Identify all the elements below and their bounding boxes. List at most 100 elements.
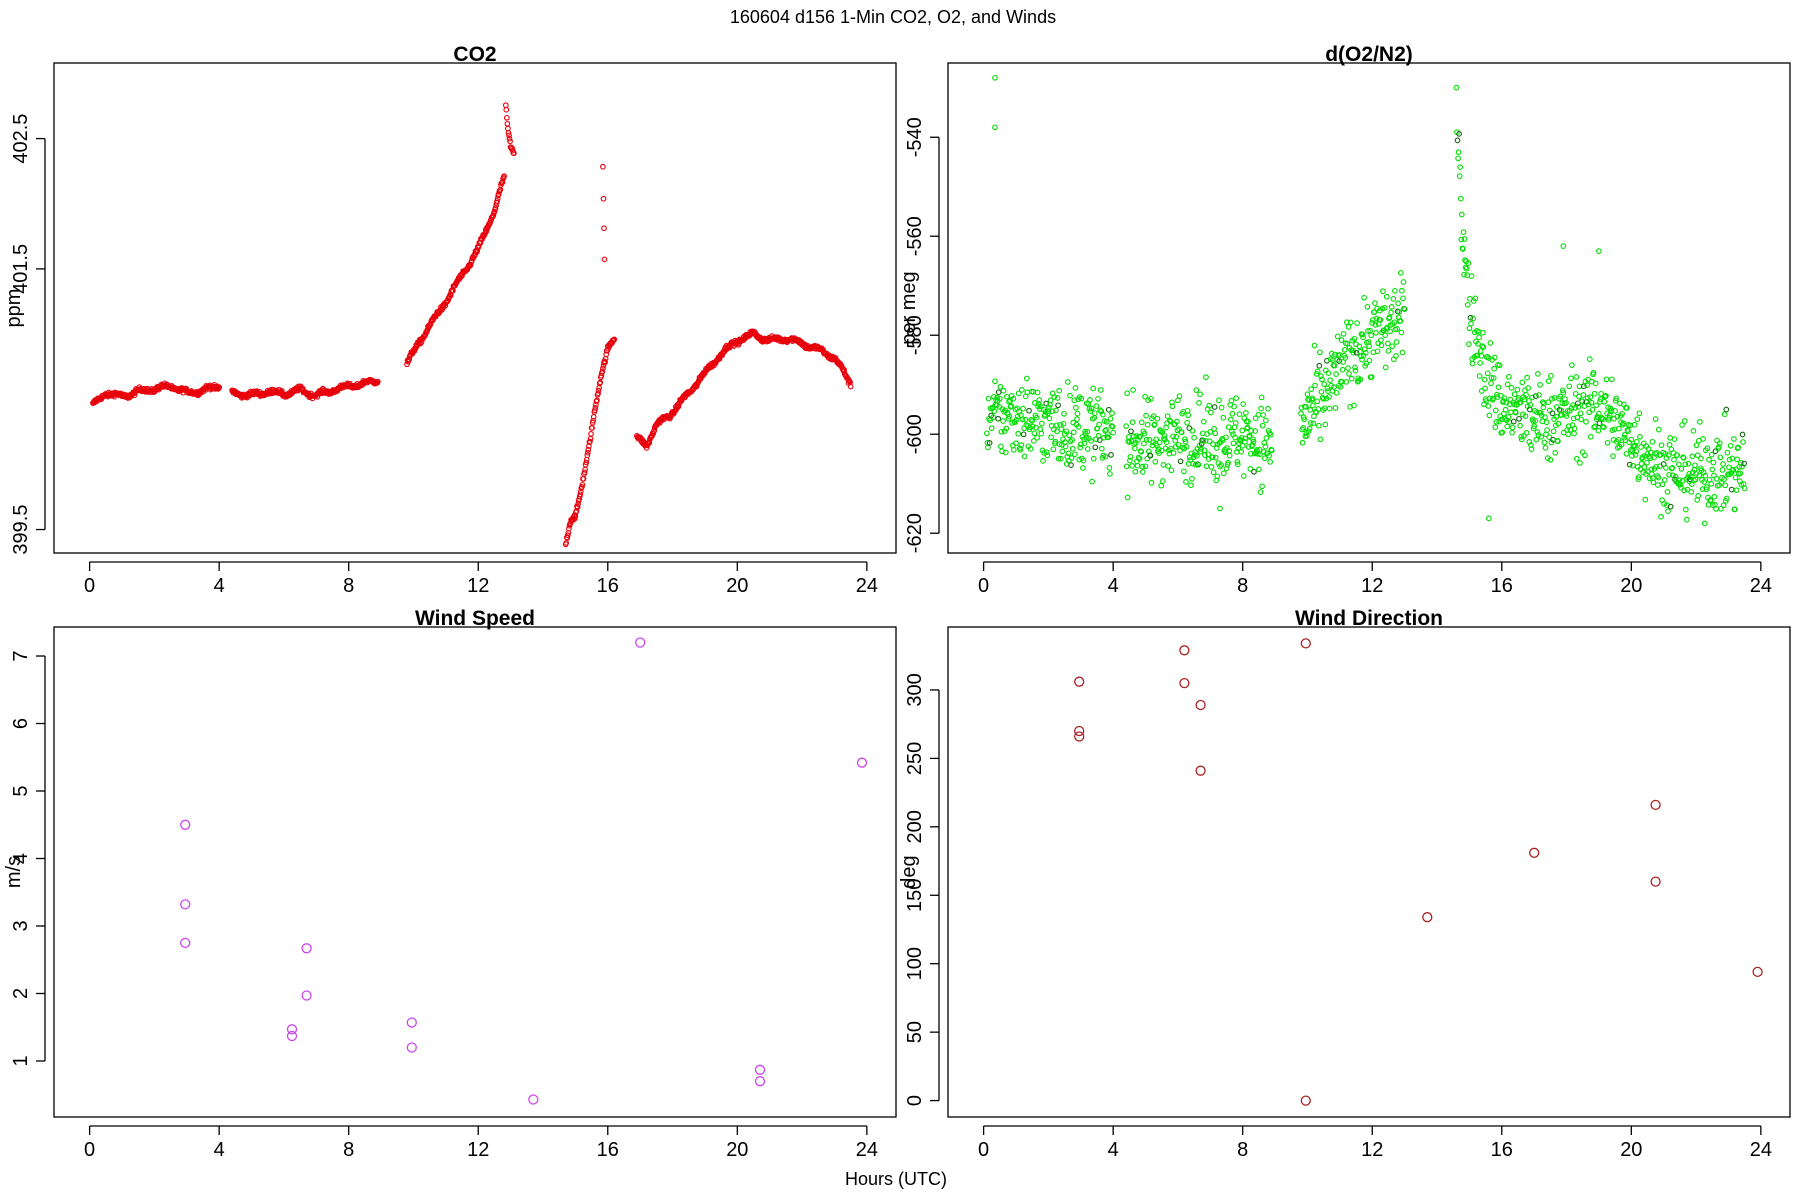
data-point	[1724, 449, 1731, 456]
data-point	[1029, 423, 1036, 430]
data-point	[1301, 416, 1308, 423]
data-point	[1702, 472, 1709, 479]
x-tick-label: 20	[726, 1139, 748, 1161]
data-point	[1248, 427, 1255, 434]
data-point	[1338, 337, 1345, 343]
data-point	[1492, 424, 1499, 431]
data-point	[1026, 407, 1032, 414]
data-point	[589, 425, 595, 431]
data-point	[1722, 482, 1729, 489]
data-point	[1008, 392, 1015, 399]
data-point	[1541, 439, 1548, 446]
data-point	[1661, 501, 1668, 507]
data-point	[1741, 485, 1748, 492]
data-point	[1198, 446, 1204, 452]
data-point	[1575, 404, 1582, 410]
data-point	[1358, 353, 1364, 360]
data-point	[1509, 424, 1516, 431]
data-point	[1097, 387, 1104, 393]
data-point	[1492, 407, 1499, 414]
data-point	[1732, 506, 1738, 513]
data-point	[1740, 439, 1746, 445]
data-point	[1568, 405, 1575, 411]
data-point	[286, 1030, 298, 1042]
data-point	[1704, 484, 1710, 490]
data-point	[1665, 452, 1672, 458]
data-point	[1499, 429, 1506, 436]
data-point	[1036, 397, 1043, 403]
data-point	[1550, 428, 1557, 435]
data-point	[1362, 350, 1369, 356]
data-point	[1152, 458, 1159, 465]
data-point	[1183, 444, 1190, 450]
data-point	[1070, 429, 1077, 436]
data-point	[1394, 326, 1400, 332]
data-point	[1700, 436, 1706, 442]
data-point	[585, 446, 592, 453]
data-point	[1068, 462, 1074, 468]
data-point	[1091, 410, 1098, 416]
data-point	[1350, 349, 1357, 356]
data-point	[574, 504, 581, 511]
data-point	[1603, 392, 1609, 399]
data-point	[1383, 325, 1390, 332]
data-point	[1536, 392, 1542, 398]
data-point	[1139, 463, 1146, 470]
data-point	[1023, 375, 1030, 382]
data-point	[301, 990, 312, 1001]
data-point	[1195, 765, 1206, 776]
data-point	[1081, 440, 1088, 447]
data-point	[1138, 448, 1145, 455]
data-point	[1468, 273, 1475, 279]
data-point	[1344, 319, 1350, 326]
data-point	[1671, 456, 1677, 463]
y-tick-label: -580	[904, 315, 926, 355]
data-point	[1591, 424, 1597, 431]
data-point	[1225, 459, 1231, 466]
data-point	[1568, 375, 1574, 382]
data-point	[1399, 349, 1406, 356]
data-point	[1625, 428, 1631, 434]
data-point	[1365, 328, 1371, 334]
data-point	[1156, 439, 1163, 446]
data-point	[1539, 399, 1546, 405]
y-tick-label: 150	[904, 879, 926, 912]
data-point	[1178, 429, 1185, 436]
data-point	[1566, 383, 1573, 390]
data-point	[1267, 459, 1274, 465]
data-point	[1232, 434, 1238, 441]
data-point	[1580, 383, 1587, 390]
data-point	[1661, 477, 1668, 483]
data-point	[1307, 420, 1314, 426]
x-tick-label: 24	[856, 1139, 878, 1161]
data-point	[1577, 410, 1584, 417]
data-point	[1516, 415, 1522, 422]
co2-plot-frame	[53, 62, 897, 554]
data-point	[1327, 377, 1333, 384]
data-point	[1027, 446, 1034, 452]
data-point	[599, 368, 606, 375]
data-point	[601, 225, 607, 232]
data-point	[1720, 502, 1727, 509]
data-point	[1526, 439, 1533, 445]
data-point	[577, 491, 584, 498]
data-point	[1317, 349, 1323, 356]
wind-speed-x-axis: 0 4 8 12 16 20 24	[84, 1125, 878, 1161]
data-point	[1470, 315, 1477, 322]
x-tick-label: 16	[597, 1139, 619, 1161]
data-point	[1401, 306, 1408, 313]
data-point	[1590, 369, 1597, 376]
data-point	[1207, 429, 1214, 435]
data-point	[1692, 462, 1698, 469]
data-point	[1532, 417, 1539, 424]
data-point	[1523, 391, 1529, 398]
data-point	[1457, 195, 1464, 202]
data-point	[1596, 410, 1602, 417]
data-point	[1022, 416, 1029, 423]
data-point	[1054, 428, 1060, 435]
data-point	[1002, 449, 1009, 456]
data-point	[1251, 468, 1257, 475]
data-point	[1138, 419, 1145, 426]
data-point	[600, 163, 606, 170]
data-point	[1692, 476, 1699, 483]
